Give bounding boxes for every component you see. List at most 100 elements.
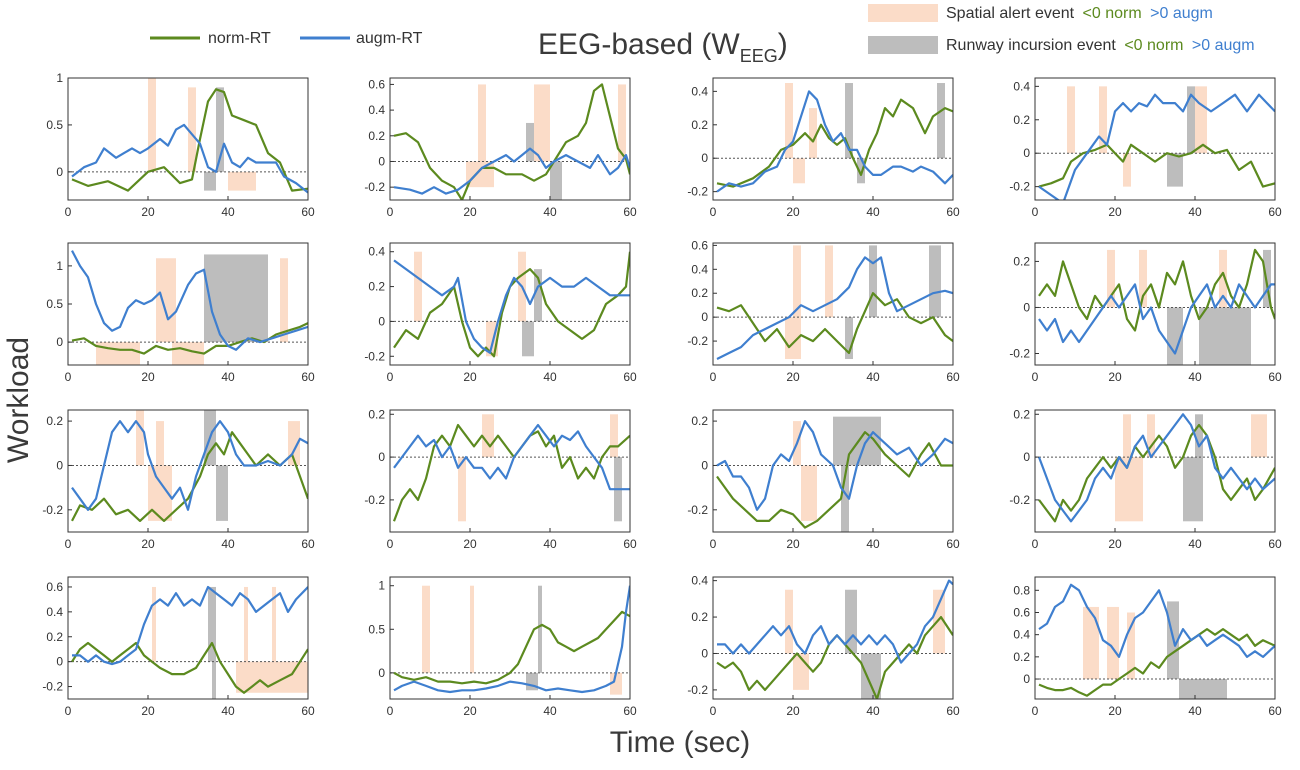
y-tick-label: 0.4 (1013, 79, 1030, 93)
x-tick-label: 60 (301, 205, 315, 219)
x-tick-label: 20 (786, 704, 800, 718)
series-norm-rt-line (716, 292, 953, 355)
runway-incursion-event-band (526, 122, 534, 162)
spatial-alert-event-band (1083, 606, 1099, 680)
runway-incursion-event-band (534, 269, 542, 322)
series-norm-rt-line (71, 88, 308, 192)
chart-panel-10: 0 20 40 60 -0.2 0 0.2 (364, 407, 637, 551)
axes-frame (389, 77, 631, 201)
spatial-alert-event-band (470, 585, 474, 673)
x-tick-label: 40 (543, 370, 557, 384)
y-tick-label: 0.4 (691, 574, 708, 588)
plot-area (68, 410, 308, 523)
x-tick-label: 60 (946, 537, 960, 551)
x-tick-label: 20 (141, 370, 155, 384)
legend-runway-label: Runway incursion event <0 norm >0 augm (946, 37, 1255, 54)
y-tick-label: -0.2 (687, 334, 708, 348)
y-tick-label: -0.2 (687, 185, 708, 199)
runway-incursion-event-band (833, 416, 881, 466)
x-tick-label: 0 (1032, 537, 1039, 551)
spatial-alert-event-band (1067, 86, 1075, 154)
x-tick-label: 40 (1188, 537, 1202, 551)
x-tick-label: 0 (710, 704, 717, 718)
series-augm-rt-line (72, 585, 308, 666)
x-tick-label: 20 (141, 537, 155, 551)
spatial-alert-event-band (156, 421, 164, 466)
y-tick-label: 0.2 (368, 280, 385, 294)
y-axis-label: Workload (2, 337, 35, 463)
y-tick-label: 0 (701, 310, 708, 324)
x-tick-label: 0 (710, 537, 717, 551)
spatial-alert-event-band (148, 78, 156, 172)
series-augm-rt-line (393, 259, 630, 354)
y-tick-label: 0 (56, 655, 63, 669)
series-augm-rt-line (393, 423, 630, 491)
runway-incursion-event-band (861, 653, 881, 699)
spatial-alert-event-band (1251, 414, 1267, 458)
y-tick-label: 0.4 (1013, 628, 1030, 642)
series-norm-rt-line (1038, 248, 1275, 332)
x-tick-label: 40 (866, 537, 880, 551)
y-tick-label: 0.2 (46, 414, 63, 428)
x-tick-label: 40 (543, 205, 557, 219)
series-augm-rt-line (1038, 583, 1275, 659)
y-tick-label: 0.2 (1013, 407, 1030, 421)
runway-incursion-event-band (845, 83, 853, 159)
spatial-alert-event-band (466, 161, 494, 188)
x-tick-label: 40 (866, 205, 880, 219)
runway-incursion-event-band (204, 254, 268, 343)
series-norm-rt-line (71, 322, 308, 355)
y-tick-label: 0.2 (691, 286, 708, 300)
legend-spatial-label: Spatial alert event <0 norm >0 augm (946, 5, 1213, 22)
axes-frame (712, 576, 954, 700)
y-tick-label: 0.2 (691, 118, 708, 132)
legend-norm-label: norm-RT (208, 30, 271, 47)
y-tick-label: -0.2 (364, 493, 385, 507)
axes-frame (1034, 77, 1276, 201)
axes-frame (67, 409, 309, 533)
runway-incursion-event-band (216, 87, 224, 172)
y-tick-label: 0 (378, 154, 385, 168)
chart-panel-8: 0 20 40 60-0.200.2 (1009, 242, 1282, 384)
chart-panel-13: 0 20 40 60-0.200.20.40.6 (42, 576, 315, 718)
y-tick-label: -0.2 (1009, 180, 1030, 194)
series-norm-rt-line (1038, 627, 1275, 697)
series-norm-rt-line (71, 641, 308, 694)
x-tick-label: 20 (463, 205, 477, 219)
axes-frame (67, 77, 309, 201)
spatial-alert-event-band (809, 108, 817, 159)
spatial-alert-event-band (785, 317, 801, 360)
x-tick-label: 0 (710, 205, 717, 219)
x-tick-label: 40 (221, 370, 235, 384)
plot-area (390, 585, 630, 695)
y-tick-label: -0.2 (42, 680, 63, 694)
y-tick-label: -0.2 (1009, 346, 1030, 360)
x-tick-label: 0 (1032, 704, 1039, 718)
x-tick-label: 40 (866, 370, 880, 384)
x-tick-label: 0 (387, 205, 394, 219)
y-tick-label: 1 (56, 71, 63, 85)
x-tick-label: 60 (623, 537, 637, 551)
chart-panel-1: 0 20 40 60 0 0.5 1 (46, 71, 315, 219)
y-tick-label: 0 (56, 458, 63, 472)
x-tick-label: 0 (65, 704, 72, 718)
series-augm-rt-line (716, 90, 953, 193)
plot-area (1035, 248, 1275, 365)
axes-frame (1034, 409, 1276, 533)
spatial-alert-event-band (1107, 606, 1119, 680)
runway-incursion-event-band (522, 321, 534, 357)
y-tick-label: 1 (378, 579, 385, 593)
spatial-alert-event-band (1107, 249, 1115, 308)
axes-frame (389, 242, 631, 366)
runway-incursion-event-band (857, 158, 865, 184)
spatial-alert-event-band (96, 342, 140, 365)
series-augm-rt-line (1038, 283, 1275, 355)
x-tick-label: 40 (543, 537, 557, 551)
x-tick-label: 0 (387, 537, 394, 551)
x-tick-label: 0 (387, 370, 394, 384)
series-augm-rt-line (71, 123, 308, 194)
series-norm-rt-line (393, 610, 630, 685)
x-tick-label: 60 (301, 704, 315, 718)
y-tick-label: 0 (1023, 672, 1030, 686)
spatial-alert-event-band (1195, 86, 1207, 154)
